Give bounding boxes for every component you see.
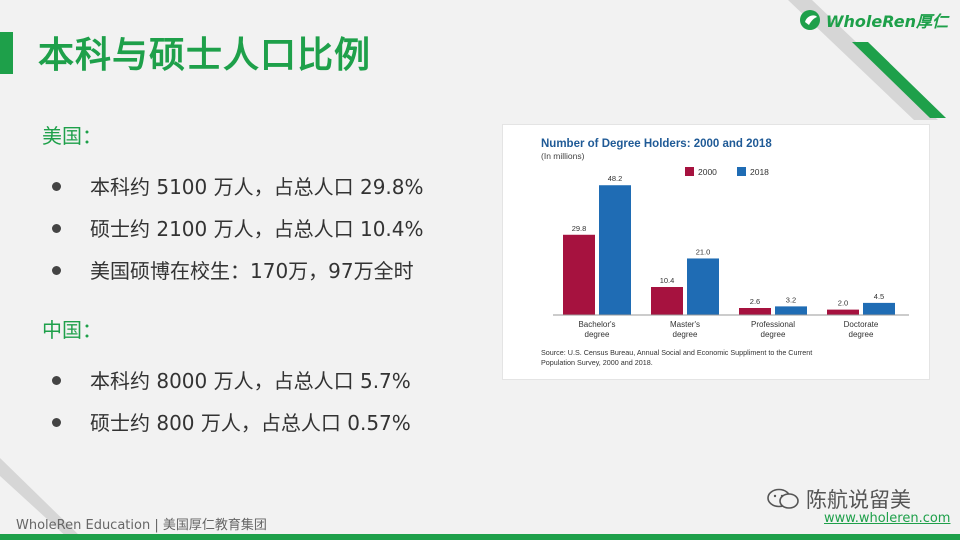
section-heading-china: 中国：: [42, 318, 102, 342]
x-tick-label: Professional: [751, 320, 795, 329]
bullet-dot-icon: [52, 418, 61, 427]
website-link[interactable]: www.wholeren.com: [824, 511, 951, 526]
x-tick-label: Doctorate: [844, 320, 879, 329]
chart-bars: 29.8 48.2 10.4 21.0 2.6 3.2 2.0 4.5: [563, 174, 895, 315]
bullet-dot-icon: [52, 266, 61, 275]
bullet-text: 硕士约 800 万人，占总人口 0.57%: [90, 411, 411, 435]
data-label: 4.5: [874, 292, 884, 301]
footer-brand: WholeRen Education | 美国厚仁教育集团: [16, 518, 267, 533]
logo-text: WholeRen厚仁: [825, 12, 948, 31]
bar-2018: [775, 306, 807, 315]
bullet-dot-icon: [52, 182, 61, 191]
list-item: 本科约 5100 万人，占总人口 29.8%: [50, 166, 424, 208]
chart-legend: 2000 2018: [685, 167, 769, 177]
chart-source-line: Population Survey, 2000 and 2018.: [541, 358, 653, 367]
bullet-dot-icon: [52, 224, 61, 233]
leaf-logo-icon: [799, 10, 820, 30]
wechat-name: 陈航说留美: [806, 488, 911, 512]
bar-2018: [599, 185, 631, 315]
bullet-list-usa: 本科约 5100 万人，占总人口 29.8% 硕士约 2100 万人，占总人口 …: [50, 166, 424, 292]
wechat-icon: [767, 488, 799, 509]
title-accent-bar: [0, 32, 13, 74]
list-item: 本科约 8000 万人，占总人口 5.7%: [50, 360, 411, 402]
x-tick-label: Master's: [670, 320, 700, 329]
x-tick-label: Bachelor's: [578, 320, 615, 329]
x-tick-label: degree: [673, 330, 698, 339]
data-label: 2.0: [838, 299, 848, 308]
data-label: 29.8: [572, 224, 587, 233]
bar-2000: [651, 287, 683, 315]
legend-label: 2018: [750, 167, 769, 177]
list-item: 硕士约 2100 万人，占总人口 10.4%: [50, 208, 424, 250]
corner-stripes-bottom-left: [0, 458, 84, 540]
x-tick-label: degree: [761, 330, 786, 339]
brand-logo: WholeRen厚仁: [799, 8, 948, 32]
bullet-list-china: 本科约 8000 万人，占总人口 5.7% 硕士约 800 万人，占总人口 0.…: [50, 360, 411, 444]
data-label: 2.6: [750, 297, 760, 306]
data-label: 48.2: [608, 174, 623, 183]
legend-swatch: [737, 167, 746, 176]
bullet-text: 硕士约 2100 万人，占总人口 10.4%: [90, 217, 424, 241]
wechat-account: 陈航说留美: [766, 484, 911, 514]
list-item: 美国硕博在校生：170万，97万全时: [50, 250, 424, 292]
degree-chart: Number of Degree Holders: 2000 and 2018 …: [502, 124, 930, 380]
data-label: 3.2: [786, 295, 796, 304]
chart-canvas: Number of Degree Holders: 2000 and 2018 …: [541, 138, 909, 367]
section-heading-usa: 美国：: [42, 124, 102, 148]
legend-label: 2000: [698, 167, 717, 177]
x-tick-label: degree: [849, 330, 874, 339]
bar-2018: [687, 258, 719, 315]
chart-title: Number of Degree Holders: 2000 and 2018: [541, 138, 772, 150]
bar-2000: [739, 308, 771, 315]
bullet-text: 美国硕博在校生：170万，97万全时: [90, 259, 414, 283]
data-label: 21.0: [696, 247, 711, 256]
bullet-text: 本科约 8000 万人，占总人口 5.7%: [90, 369, 411, 393]
bullet-dot-icon: [52, 376, 61, 385]
bar-2018: [863, 302, 895, 315]
page-title: 本科与硕士人口比例: [38, 35, 372, 76]
bullet-text: 本科约 5100 万人，占总人口 29.8%: [90, 175, 424, 199]
chart-source-line: Source: U.S. Census Bureau, Annual Socia…: [541, 348, 812, 357]
chart-subtitle: (In millions): [541, 151, 585, 161]
corner-stripes-top-right: [788, 0, 946, 120]
chart-source: Source: U.S. Census Bureau, Annual Socia…: [541, 348, 812, 367]
bar-2000: [827, 309, 859, 315]
bottom-accent-bar: [0, 534, 960, 540]
legend-swatch: [685, 167, 694, 176]
data-label: 10.4: [660, 276, 675, 285]
bar-2000: [563, 234, 595, 315]
list-item: 硕士约 800 万人，占总人口 0.57%: [50, 402, 411, 444]
x-tick-labels: Bachelor'sdegreeMaster'sdegreeProfession…: [578, 320, 878, 339]
x-tick-label: degree: [585, 330, 610, 339]
